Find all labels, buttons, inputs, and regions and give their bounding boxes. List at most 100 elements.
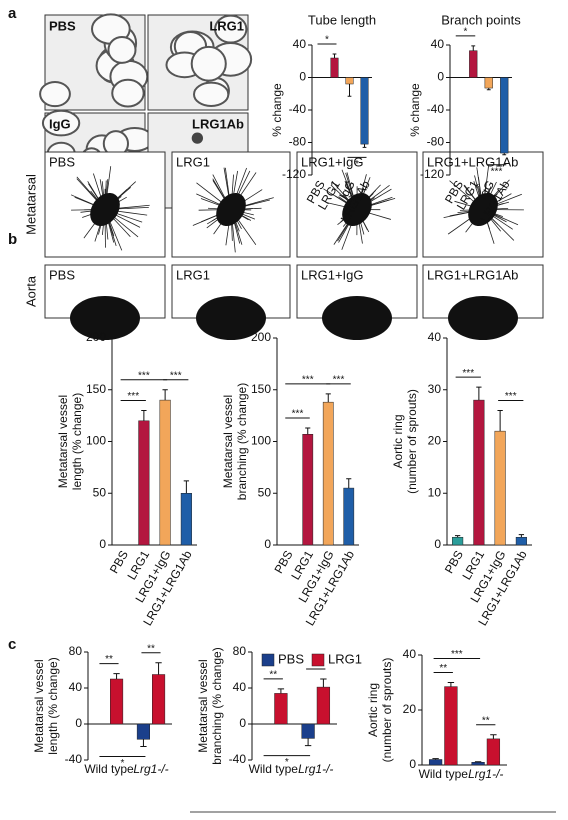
y-tick-label: 80	[69, 644, 83, 658]
explant	[342, 192, 372, 227]
error-bar	[490, 734, 497, 739]
significance-label: ***	[505, 391, 517, 402]
y-tick-label: -80	[289, 135, 307, 149]
image-label: LRG1	[209, 18, 244, 33]
x-tick-label: Wild type	[84, 762, 134, 776]
cell	[190, 45, 227, 82]
panel-label: b	[8, 231, 17, 248]
bar	[136, 723, 150, 740]
image-label: PBS	[49, 18, 76, 33]
y-tick-label: 20	[428, 434, 442, 448]
y-tick-label: 150	[251, 382, 271, 396]
error-bar	[486, 88, 491, 91]
y-axis-label: branching (% change)	[210, 647, 224, 764]
y-axis-label: branching (% change)	[235, 383, 249, 500]
significance-label: ***	[127, 391, 139, 402]
y-axis-label: % change	[270, 83, 284, 137]
bar	[322, 401, 334, 546]
error-bar	[305, 427, 311, 435]
explant	[70, 296, 140, 340]
y-axis-label: length (% change)	[46, 657, 60, 754]
significance-label: ***	[333, 375, 345, 386]
y-axis-label: (number of sprouts)	[405, 389, 419, 494]
x-tick-label: Lrg1-/-	[133, 762, 168, 776]
cell	[193, 81, 230, 107]
y-tick-label: -40	[427, 102, 445, 116]
y-tick-label: 0	[434, 537, 441, 551]
significance-label: *	[120, 758, 124, 769]
image-label: PBS	[49, 267, 75, 282]
y-tick-label: 0	[437, 70, 444, 84]
bar	[484, 77, 493, 89]
y-tick-label: -40	[229, 752, 247, 766]
legend-label: LRG1	[328, 651, 362, 666]
y-tick-label: -120	[282, 167, 306, 181]
y-axis-label: length (% change)	[70, 393, 84, 490]
bar	[452, 536, 464, 546]
y-axis-label: Aortic ring	[366, 683, 380, 737]
legend-swatch	[261, 653, 275, 667]
bar	[343, 487, 355, 546]
error-bar	[332, 53, 337, 58]
error-bar	[141, 409, 147, 421]
y-tick-label: 40	[431, 37, 445, 51]
panel-label: a	[8, 5, 17, 22]
y-tick-label: 40	[403, 647, 417, 661]
panel-label: c	[8, 636, 16, 653]
bar	[274, 693, 288, 725]
micrograph	[296, 151, 418, 258]
bar	[302, 434, 314, 546]
y-axis-label: Metatarsal vessel	[196, 659, 210, 752]
bar	[494, 430, 506, 546]
bar	[345, 77, 354, 85]
significance-label: **	[439, 663, 447, 674]
image-label: LRG1+IgG	[301, 267, 364, 282]
error-bar	[347, 84, 352, 97]
significance-label: ***	[138, 370, 150, 381]
x-tick-label: Lrg1-/-	[298, 762, 333, 776]
error-bar	[518, 534, 525, 538]
explant	[448, 296, 518, 340]
significance-label: ***	[462, 368, 474, 379]
bar	[301, 723, 315, 739]
cell	[39, 80, 71, 108]
y-tick-label: 50	[258, 485, 272, 499]
bar	[330, 57, 339, 78]
y-tick-label: -40	[289, 102, 307, 116]
y-tick-label: 30	[428, 382, 442, 396]
error-bar	[325, 393, 331, 403]
bar	[110, 678, 124, 725]
error-bar	[454, 535, 461, 538]
image-label: LRG1	[176, 267, 210, 282]
significance-label: ***	[292, 409, 304, 420]
bar	[316, 686, 331, 725]
y-tick-label: -120	[420, 167, 444, 181]
y-tick-label: 40	[233, 680, 247, 694]
significance-label: ***	[302, 375, 314, 386]
bar	[428, 759, 443, 766]
bar	[473, 399, 485, 546]
error-bar	[140, 739, 147, 747]
explant	[322, 296, 392, 340]
error-bar	[497, 409, 503, 432]
cell	[111, 78, 145, 108]
y-tick-label: 200	[86, 330, 106, 344]
bar	[486, 738, 501, 766]
significance-label: *	[464, 26, 468, 37]
significance-label: *	[355, 159, 359, 170]
image-label: LRG1	[176, 154, 210, 169]
explant	[216, 192, 246, 227]
bar	[152, 674, 166, 725]
error-bar	[432, 758, 439, 760]
explant	[196, 296, 266, 340]
chart-title: Branch points	[441, 12, 521, 27]
row-label: Aorta	[23, 275, 38, 307]
error-bar	[155, 662, 162, 675]
y-tick-label: 40	[293, 37, 307, 51]
x-tick-label: Wild type	[419, 767, 469, 781]
significance-label: ***	[491, 166, 503, 177]
y-tick-label: 0	[299, 70, 306, 84]
significance-label: **	[269, 670, 277, 681]
